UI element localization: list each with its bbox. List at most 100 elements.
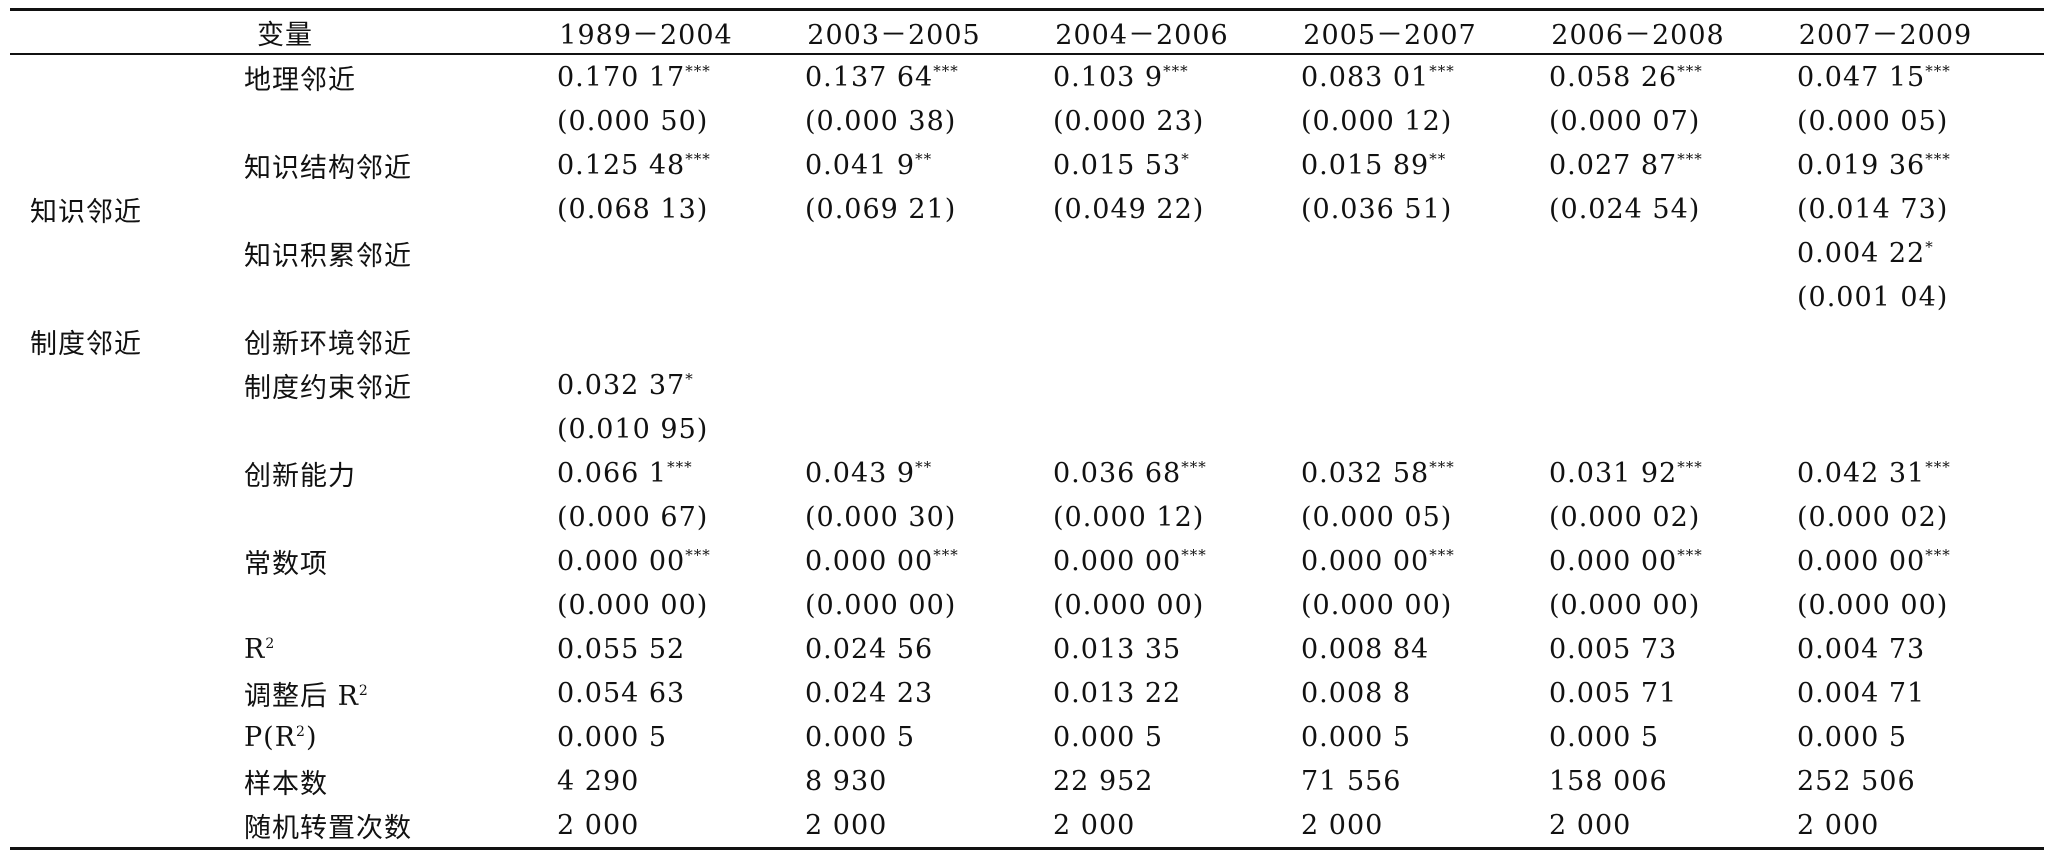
cell-value: (0.000 00) — [1549, 589, 1701, 621]
value-cell: (0.000 23) — [1053, 99, 1301, 143]
cell-value: (0.000 00) — [1797, 589, 1949, 621]
value-cell: (0.000 30) — [805, 495, 1053, 539]
header-period: 2003－2005 — [805, 8, 1053, 55]
value-cell: (0.000 05) — [1797, 99, 2044, 143]
cell-value: 8 930 — [805, 765, 888, 797]
value-cell: 0.036 68*** — [1053, 451, 1301, 495]
cell-value: 0.000 00 — [1549, 545, 1678, 577]
cell-value: 0.008 84 — [1301, 633, 1430, 665]
cell-value: 0.000 5 — [805, 721, 916, 753]
significance-stars: *** — [1677, 545, 1703, 564]
cell-value: 158 006 — [1549, 765, 1668, 797]
value-cell: 0.000 00*** — [1549, 539, 1797, 583]
variable-label-text: 调整后 R — [244, 680, 359, 712]
value-cell — [1053, 275, 1301, 319]
cell-value: (0.014 73) — [1797, 193, 1949, 225]
variable-label: 常数项 — [227, 539, 557, 583]
group-cell — [10, 231, 227, 275]
value-cell — [1053, 231, 1301, 275]
value-cell: 0.000 5 — [1797, 715, 2044, 759]
significance-stars: *** — [685, 149, 711, 168]
variable-label: 制度约束邻近 — [227, 363, 557, 407]
group-cell — [10, 99, 227, 143]
variable-label-text: 常数项 — [244, 548, 328, 580]
value-cell: 22 952 — [1053, 759, 1301, 803]
cell-value: (0.000 12) — [1301, 105, 1453, 137]
cell-value: (0.069 21) — [805, 193, 957, 225]
variable-label: 创新能力 — [227, 451, 557, 495]
cell-value: 0.019 36 — [1797, 149, 1926, 181]
group-label: 制度邻近 — [30, 328, 142, 360]
table-row: 知识积累邻近 0.004 22* — [10, 231, 2044, 275]
cell-value: 2 000 — [805, 809, 888, 841]
value-cell: 2 000 — [1549, 803, 1797, 850]
cell-value: 0.031 92 — [1549, 457, 1678, 489]
cell-value: 0.024 56 — [805, 633, 934, 665]
significance-stars: *** — [1181, 545, 1207, 564]
value-cell: 2 000 — [1053, 803, 1301, 850]
value-cell: 0.008 8 — [1301, 671, 1549, 715]
cell-value: 0.000 00 — [557, 545, 686, 577]
value-cell: (0.049 22) — [1053, 187, 1301, 231]
cell-value: 0.083 01 — [1301, 61, 1430, 93]
variable-label-text: 地理邻近 — [244, 64, 356, 96]
value-cell: (0.000 07) — [1549, 99, 1797, 143]
value-cell: 0.170 17*** — [557, 54, 805, 99]
table-row: 随机转置次数 2 000 2 000 2 000 2 000 2 000 2 000 — [10, 803, 2044, 850]
value-cell: 0.004 22* — [1797, 231, 2044, 275]
cell-value: 0.047 15 — [1797, 61, 1926, 93]
significance-stars: *** — [1925, 457, 1951, 476]
value-cell: 0.005 71 — [1549, 671, 1797, 715]
header-period: 2005－2007 — [1301, 8, 1549, 55]
superscript-two: 2 — [358, 682, 369, 699]
value-cell: (0.000 02) — [1549, 495, 1797, 539]
cell-value: 0.137 64 — [805, 61, 934, 93]
cell-value: 0.042 31 — [1797, 457, 1926, 489]
cell-value: 2 000 — [557, 809, 640, 841]
value-cell — [1549, 275, 1797, 319]
table-row: 知识结构邻近 0.125 48*** 0.041 9** 0.015 53* 0.015… — [10, 143, 2044, 187]
cell-value: 0.041 9 — [805, 149, 916, 181]
cell-value: 0.066 1 — [557, 457, 668, 489]
cell-value: (0.000 05) — [1797, 105, 1949, 137]
value-cell: 0.027 87*** — [1549, 143, 1797, 187]
header-variable: 变量 — [227, 8, 557, 55]
cell-value: 0.000 00 — [1797, 545, 1926, 577]
significance-stars: *** — [933, 61, 959, 80]
superscript-two: 2 — [296, 723, 306, 740]
value-cell: 0.054 63 — [557, 671, 805, 715]
cell-value: 0.103 9 — [1053, 61, 1164, 93]
significance-stars: *** — [1925, 61, 1951, 80]
table-row: 调整后 R2 0.054 63 0.024 23 0.013 22 0.008 8 0.0… — [10, 671, 2044, 715]
value-cell: 0.000 00*** — [1053, 539, 1301, 583]
significance-stars: *** — [1677, 149, 1703, 168]
group-cell — [10, 275, 227, 319]
value-cell: (0.069 21) — [805, 187, 1053, 231]
cell-value: 0.027 87 — [1549, 149, 1678, 181]
cell-value: (0.000 38) — [805, 105, 957, 137]
cell-value: 252 506 — [1797, 765, 1916, 797]
value-cell — [805, 275, 1053, 319]
variable-label: 样本数 — [227, 759, 557, 803]
group-cell — [10, 583, 227, 627]
cell-value: 71 556 — [1301, 765, 1402, 797]
cell-value: (0.000 30) — [805, 501, 957, 533]
variable-label-text: 随机转置次数 — [244, 812, 412, 844]
value-cell: 0.103 9*** — [1053, 54, 1301, 99]
value-cell: 0.066 1*** — [557, 451, 805, 495]
group-label: 知识邻近 — [30, 196, 142, 228]
cell-value: (0.000 00) — [1053, 589, 1205, 621]
variable-label-text: 创新能力 — [244, 460, 356, 492]
value-cell: 0.000 00*** — [805, 539, 1053, 583]
value-cell — [1301, 231, 1549, 275]
variable-label — [227, 407, 557, 451]
group-cell — [10, 407, 227, 451]
variable-label-text: 创新环境邻近 — [244, 328, 412, 360]
value-cell: 158 006 — [1549, 759, 1797, 803]
value-cell: (0.010 95) — [557, 407, 805, 451]
cell-value: (0.000 05) — [1301, 501, 1453, 533]
value-cell: 0.005 73 — [1549, 627, 1797, 671]
variable-label: 地理邻近 — [227, 54, 557, 99]
variable-label — [227, 99, 557, 143]
value-cell — [1053, 319, 1301, 363]
